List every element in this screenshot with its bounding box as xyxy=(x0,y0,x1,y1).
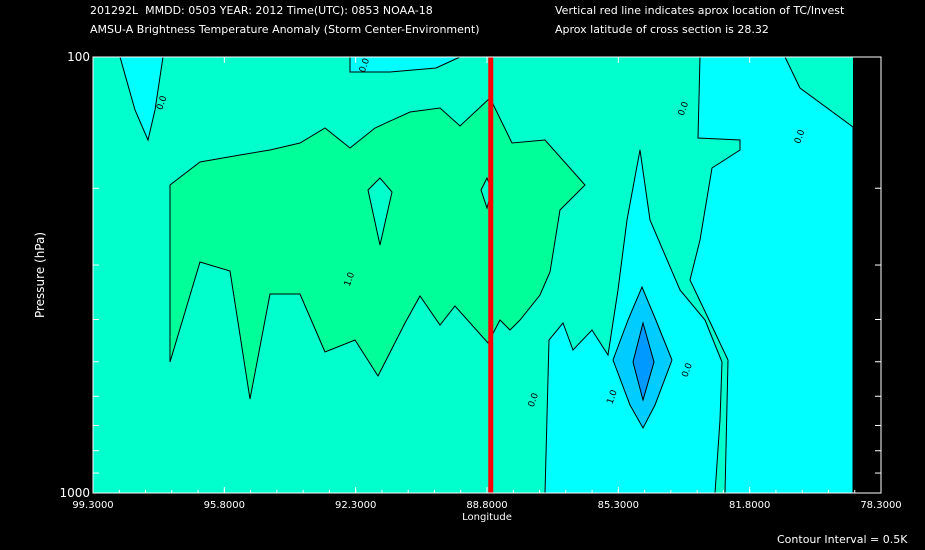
x-tick-label: 85.3000 xyxy=(598,500,639,511)
x-axis-label: Longitude xyxy=(462,512,512,523)
x-tick-label: 95.8000 xyxy=(204,500,245,511)
x-tick-label: 78.3000 xyxy=(860,500,901,511)
x-tick-label: 81.8000 xyxy=(729,500,770,511)
x-tick-label: 92.3000 xyxy=(335,500,376,511)
anomaly-fills xyxy=(93,57,881,493)
x-tick-label: 88.8000 xyxy=(466,500,507,511)
x-tick-label: 99.3000 xyxy=(72,500,113,511)
y-tick-label: 100 xyxy=(67,50,90,64)
y-tick-label: 1000 xyxy=(59,486,90,500)
right-edge-no-data xyxy=(853,57,881,493)
y-axis-label: Pressure (hPa) xyxy=(33,232,47,318)
